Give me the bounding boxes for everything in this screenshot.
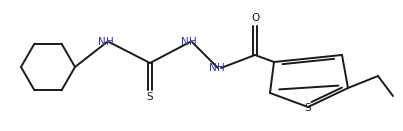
Text: S: S	[305, 103, 311, 113]
Text: O: O	[251, 13, 259, 23]
Text: N: N	[181, 37, 189, 47]
Text: H: H	[189, 37, 197, 47]
Text: H: H	[217, 63, 225, 73]
Text: S: S	[147, 92, 153, 102]
Text: N: N	[98, 37, 106, 47]
Text: H: H	[106, 37, 114, 47]
Text: N: N	[209, 63, 217, 73]
